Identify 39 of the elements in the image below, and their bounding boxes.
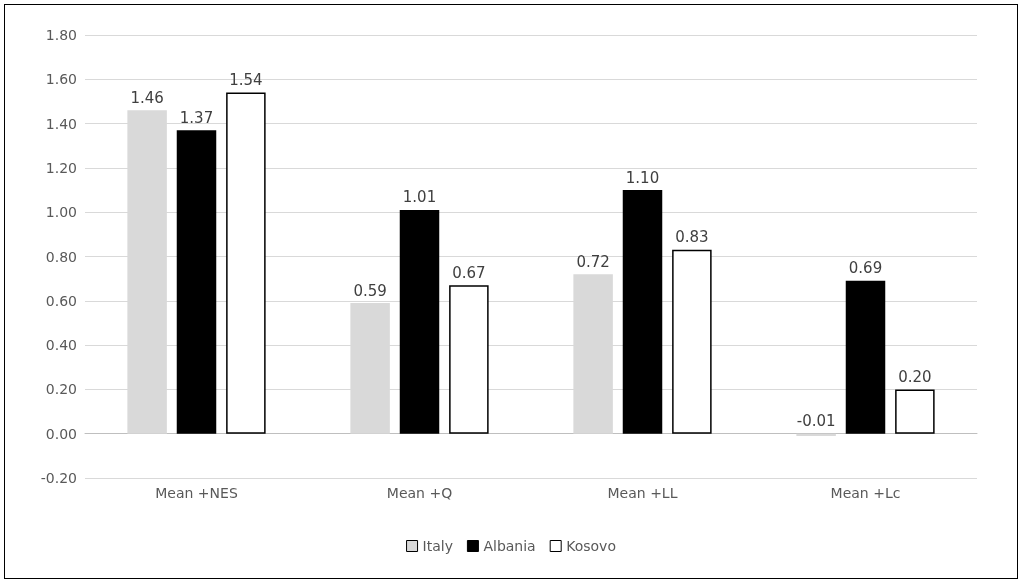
y-tick-label: 1.60 [45, 71, 77, 88]
y-tick-label: 1.40 [45, 115, 77, 132]
data-label: 0.59 [353, 281, 387, 300]
bar [226, 92, 266, 434]
data-label: 0.83 [675, 228, 709, 247]
bar [622, 190, 663, 434]
bar [449, 285, 489, 434]
y-tick-label: 1.00 [45, 204, 77, 221]
data-label: 0.67 [452, 263, 486, 282]
data-label: 1.01 [402, 188, 437, 207]
y-tick-label: -0.20 [40, 470, 77, 486]
bar [895, 389, 935, 434]
x-tick-label: Mean +LL [607, 485, 678, 501]
y-tick-label: 0.60 [45, 292, 77, 309]
y-tick-label: 1.20 [45, 159, 77, 176]
y-tick-label: 0.20 [45, 381, 77, 398]
bar [672, 249, 712, 434]
data-label: 0.72 [576, 252, 610, 271]
bar [176, 130, 217, 434]
y-tick-label: 0.80 [45, 248, 77, 265]
y-tick-label: 1.80 [45, 27, 77, 43]
data-label: 1.46 [130, 88, 164, 107]
bar [399, 209, 440, 434]
bar [845, 280, 886, 434]
data-label: 1.54 [229, 71, 263, 90]
data-label: -0.01 [796, 412, 836, 431]
x-tick-label: Mean +NES [155, 485, 238, 501]
y-tick-label: 0.40 [45, 337, 77, 354]
legend-label: Albania [483, 538, 536, 554]
x-tick-label: Mean +Q [386, 485, 453, 501]
data-label: 1.10 [625, 168, 660, 187]
data-label: 1.37 [179, 108, 214, 127]
legend-label: Kosovo [566, 538, 616, 554]
bar [796, 433, 836, 436]
legend-label: Italy [422, 538, 453, 554]
x-tick-label: Mean +Lc [830, 485, 901, 501]
data-label: 0.20 [898, 367, 932, 386]
y-tick-label: 0.00 [45, 425, 77, 442]
data-label: 0.69 [848, 259, 883, 278]
